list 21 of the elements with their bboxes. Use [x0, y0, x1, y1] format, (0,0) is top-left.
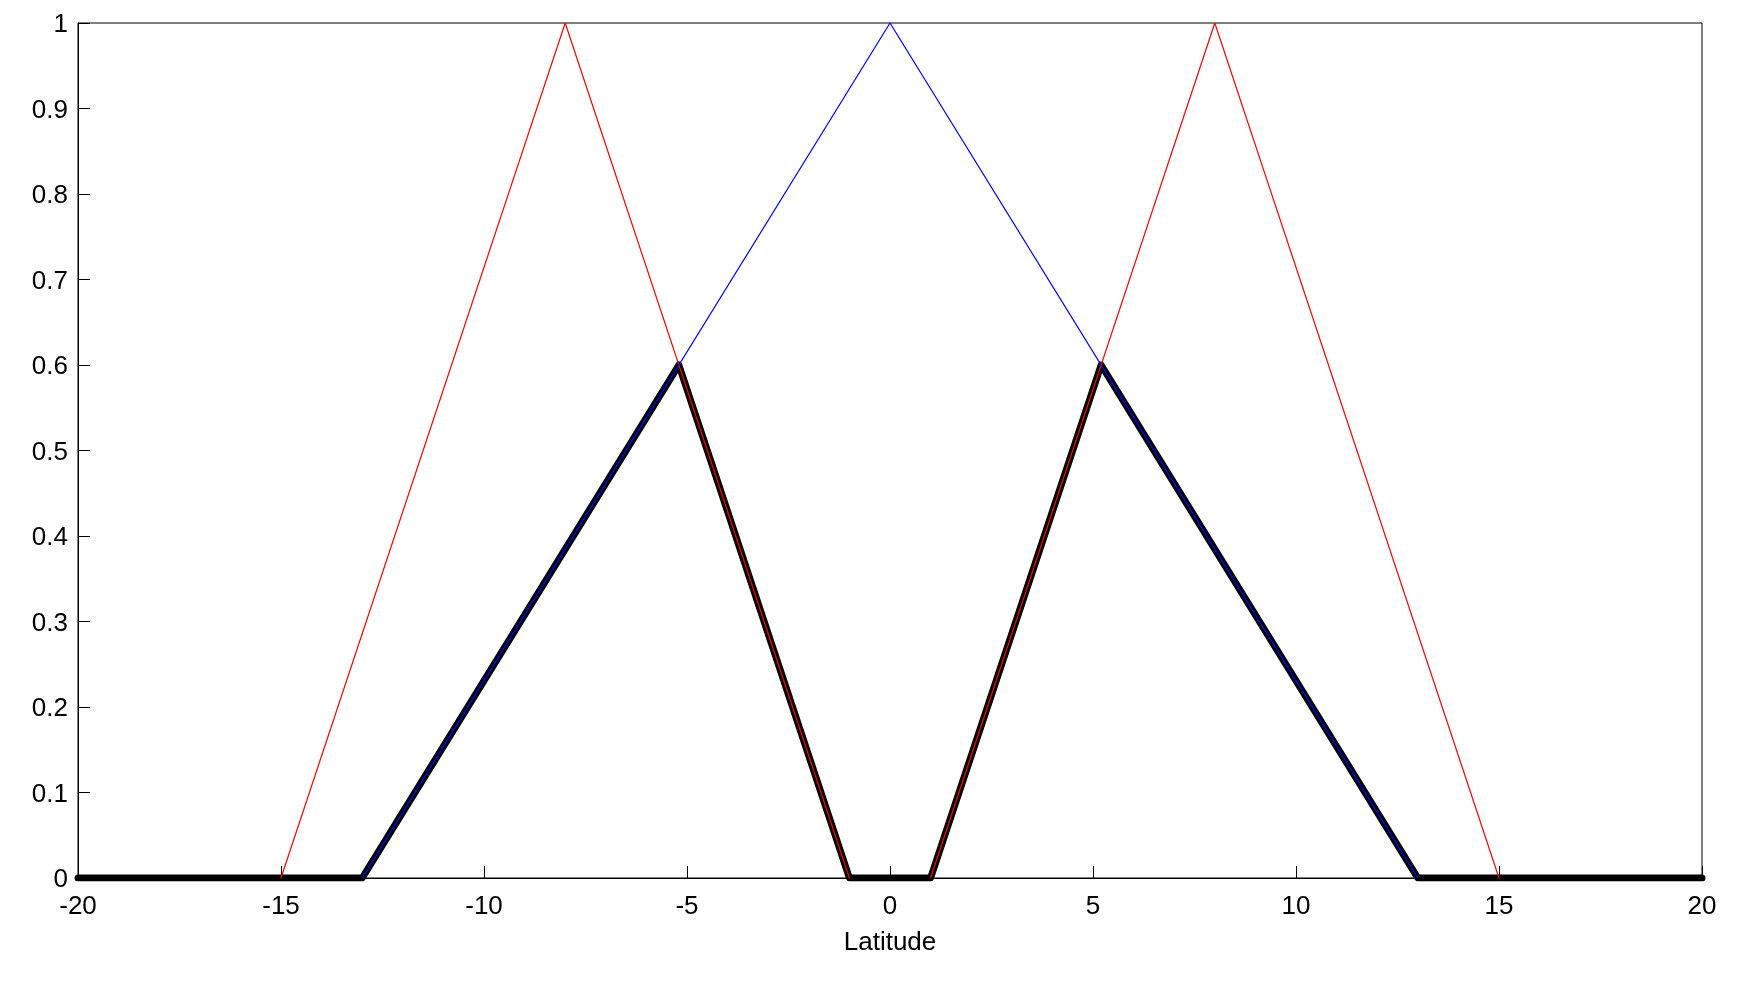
y-tick-label: 0.4 — [31, 521, 68, 551]
y-tick-label: 0.1 — [31, 777, 68, 808]
y-tick-label: 0.7 — [31, 264, 68, 295]
y-tick-label: 0.6 — [31, 350, 68, 380]
y-tick-label: 0.5 — [31, 435, 68, 466]
x-tick-label: 5 — [1085, 890, 1101, 920]
x-tick-label: -10 — [465, 890, 503, 920]
y-tick-label: 0.8 — [31, 179, 68, 209]
y-tick-label: 1 — [53, 8, 68, 38]
x-tick-label: 10 — [1281, 890, 1311, 920]
x-tick-label: -15 — [262, 890, 300, 920]
x-tick-label: 0 — [882, 890, 898, 920]
x-tick-label: 15 — [1484, 890, 1514, 920]
y-tick-label: 0.3 — [31, 606, 68, 637]
y-tick-label: 0 — [53, 863, 68, 893]
y-tick-label: 0.9 — [31, 93, 68, 124]
x-axis-title: Latitude — [843, 926, 937, 956]
x-tick-label: 20 — [1687, 890, 1717, 920]
x-tick-label: -20 — [59, 890, 97, 920]
x-tick-label: -5 — [675, 890, 699, 920]
y-tick-label: 0.2 — [31, 692, 68, 722]
